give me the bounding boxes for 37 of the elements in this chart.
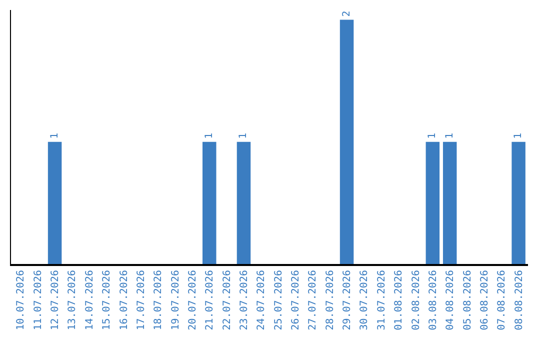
x-tick-label: 04.08.2026 [445,270,456,330]
x-tick-label: 29.07.2026 [342,270,354,330]
x-tick-label: 19.07.2026 [170,270,182,330]
data-label: 1 [513,132,524,139]
data-label: 1 [238,132,250,139]
x-tick-label: 11.07.2026 [32,270,44,330]
x-tick-label: 13.07.2026 [67,270,78,330]
x-tick-label: 14.07.2026 [84,270,96,330]
x-tick-label: 27.07.2026 [308,270,319,330]
x-tick-label: 23.07.2026 [238,270,250,330]
x-tick-label: 01.08.2026 [394,270,405,330]
x-tick-label: 06.08.2026 [479,270,490,330]
data-label: 1 [444,132,456,139]
x-tick-label: 28.07.2026 [324,270,336,330]
x-tick-label: 02.08.2026 [410,270,422,330]
x-tick-label: 05.08.2026 [462,270,474,330]
x-tick-label: 31.07.2026 [376,270,388,330]
x-tick-label: 26.07.2026 [290,270,302,330]
x-tick-label: 22.07.2026 [222,270,233,330]
data-label: 1 [49,132,60,139]
x-tick-label: 24.07.2026 [256,270,268,330]
x-tick-label: 25.07.2026 [273,270,284,330]
x-tick-label: 16.07.2026 [118,270,130,330]
x-tick-label: 21.07.2026 [204,270,216,330]
x-tick-label: 07.08.2026 [496,270,508,330]
x-tick-label: 20.07.2026 [187,270,198,330]
x-tick-label: 30.07.2026 [359,270,370,330]
x-tick-label: 17.07.2026 [136,270,147,330]
x-tick-label: 03.08.2026 [428,270,439,330]
data-label: 1 [204,132,215,139]
x-tick-label: 10.07.2026 [16,270,27,330]
x-tick-label: 18.07.2026 [153,270,164,330]
data-label: 1 [427,132,438,139]
x-tick-label: 08.08.2026 [514,270,525,330]
x-tick-label: 15.07.2026 [102,270,113,330]
data-label: 2 [341,10,352,17]
x-tick-label: 12.07.2026 [50,270,62,330]
